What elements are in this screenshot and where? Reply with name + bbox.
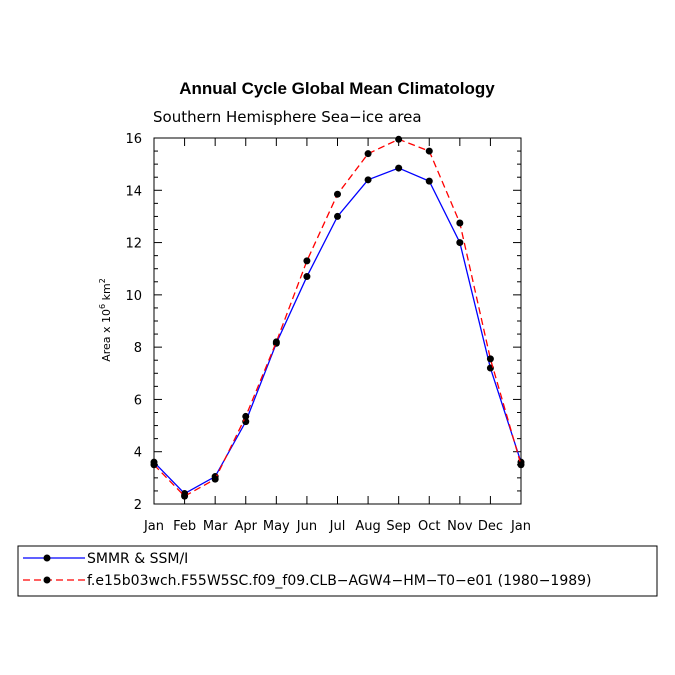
data-point xyxy=(211,475,219,483)
data-point xyxy=(150,461,158,469)
data-point xyxy=(456,239,464,247)
plot-series xyxy=(150,135,525,500)
y-tick-label: 4 xyxy=(134,446,142,461)
data-point xyxy=(517,461,525,469)
data-point xyxy=(181,492,189,500)
data-point xyxy=(303,257,311,265)
legend-marker xyxy=(43,576,51,584)
y-axis-label: Area x 106 km2 xyxy=(98,278,113,362)
ylabel-unit: km xyxy=(100,283,113,304)
y-tick-label: 10 xyxy=(125,289,142,304)
ylabel-prefix: Area x 10 xyxy=(100,309,113,362)
legend-box xyxy=(17,545,658,597)
data-point xyxy=(364,150,372,158)
x-tick-label: Apr xyxy=(235,519,258,534)
y-tick-label: 6 xyxy=(134,393,142,408)
chart-title: Annual Cycle Global Mean Climatology xyxy=(179,79,495,98)
data-point xyxy=(242,412,250,420)
axes: 2 4 6 8 10 12 14 16 Jan Feb Mar Apr May Jun Jul Aug Sep O… xyxy=(125,132,531,534)
legend-entry: f.e15b03wch.F55W5SC.f09_f09.CLB−AGW4−HM−… xyxy=(23,573,592,589)
data-point xyxy=(303,273,311,281)
x-tick-label: Mar xyxy=(203,519,228,534)
ylabel-exponent: 6 xyxy=(98,304,107,309)
legend-marker xyxy=(43,554,51,562)
series-1 xyxy=(150,164,525,498)
x-tick-label: Sep xyxy=(386,519,411,534)
x-tick-label: Dec xyxy=(478,519,503,534)
y-tick-label: 14 xyxy=(125,184,142,199)
data-point xyxy=(395,164,403,172)
x-tick-label: Aug xyxy=(355,519,380,534)
data-point xyxy=(272,338,280,346)
data-point xyxy=(364,176,372,184)
y-tick-label: 16 xyxy=(125,132,142,147)
x-tick-label: Jan xyxy=(143,519,164,534)
data-point xyxy=(425,177,433,185)
x-tick-label: Jun xyxy=(296,519,317,534)
legend: SMMR & SSM/I f.e15b03wch.F55W5SC.f09_f09.… xyxy=(17,545,658,597)
ylabel-unit-exponent: 2 xyxy=(98,278,107,283)
legend-label: SMMR & SSM/I xyxy=(87,551,188,567)
series-2 xyxy=(150,135,525,500)
x-tick-label: Feb xyxy=(173,519,196,534)
legend-label: f.e15b03wch.F55W5SC.f09_f09.CLB−AGW4−HM−… xyxy=(87,573,592,589)
x-tick-label: Jan xyxy=(510,519,531,534)
data-point xyxy=(425,147,433,155)
data-point xyxy=(334,190,341,198)
x-tick-label: Oct xyxy=(418,519,440,534)
y-tick-label: 8 xyxy=(134,341,142,356)
data-point xyxy=(456,219,464,227)
y-tick-label: 12 xyxy=(125,237,142,252)
data-point xyxy=(334,212,341,220)
x-tick-label: May xyxy=(263,519,290,534)
data-point xyxy=(395,135,403,143)
x-tick-label: Nov xyxy=(447,519,473,534)
x-tick-label: Jul xyxy=(329,519,346,534)
y-tick-label: 2 xyxy=(134,498,142,513)
legend-entry: SMMR & SSM/I xyxy=(23,551,188,567)
chart-subtitle: Southern Hemisphere Sea−ice area xyxy=(153,108,422,126)
data-point xyxy=(486,355,494,363)
